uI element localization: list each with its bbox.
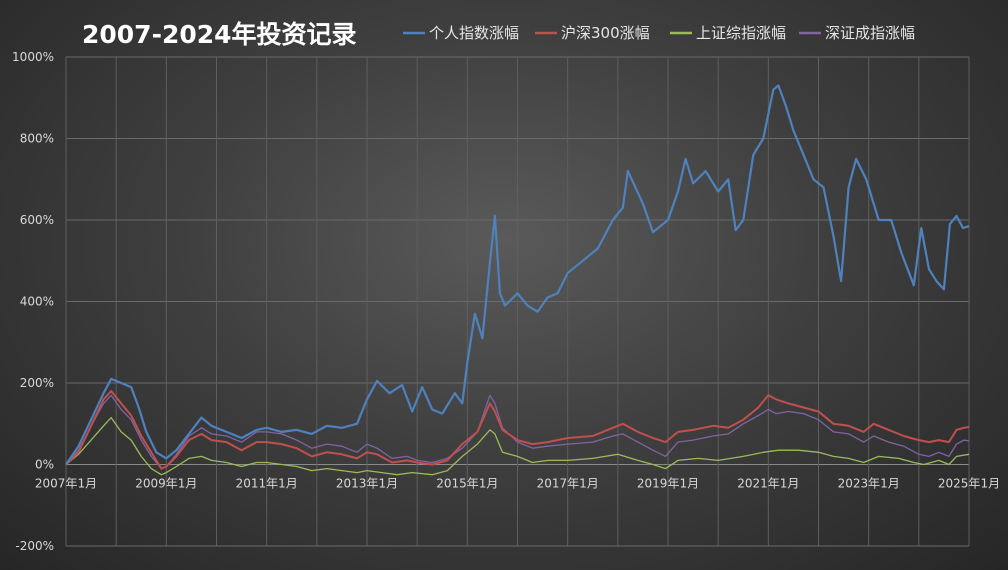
y-tick-label: 400%	[20, 295, 54, 309]
y-tick-label: 200%	[20, 376, 54, 390]
legend-label: 个人指数涨幅	[429, 24, 519, 42]
y-tick-label: 600%	[20, 213, 54, 227]
legend-label: 沪深300涨幅	[561, 24, 650, 42]
x-tick-label: 2015年1月	[436, 477, 498, 491]
legend-label: 上证综指涨幅	[696, 24, 786, 42]
x-tick-label: 2019年1月	[637, 477, 699, 491]
x-tick-label: 2025年1月	[938, 477, 1000, 491]
legend-label: 深证成指涨幅	[825, 24, 915, 42]
x-tick-label: 2023年1月	[838, 477, 900, 491]
x-tick-label: 2013年1月	[336, 477, 398, 491]
y-tick-label: -200%	[15, 539, 54, 553]
x-tick-label: 2007年1月	[35, 477, 97, 491]
series-line-1	[65, 390, 970, 470]
series-lines	[65, 84, 970, 476]
series-line-3	[65, 394, 970, 470]
x-tick-label: 2017年1月	[537, 477, 599, 491]
series-line-2	[65, 416, 970, 476]
x-tick-label: 2011年1月	[236, 477, 298, 491]
y-tick-label: 1000%	[12, 50, 54, 64]
x-axis: 2007年1月 2009年1月 2011年1月 2013年1月 2015年1月 2017年…	[35, 477, 1000, 491]
x-tick-label: 2009年1月	[135, 477, 197, 491]
x-tick-label: 2021年1月	[737, 477, 799, 491]
series-line-0	[65, 84, 970, 466]
chart-title: 2007-2024年投资记录	[82, 20, 357, 49]
y-axis: -200% 0% 200% 400% 600% 800% 1000%	[12, 50, 54, 553]
y-tick-label: 800%	[20, 132, 54, 146]
grid-lines	[65, 56, 970, 547]
legend: 个人指数涨幅 沪深300涨幅 上证综指涨幅 深证成指涨幅	[403, 24, 915, 42]
y-tick-label: 0%	[35, 458, 54, 472]
